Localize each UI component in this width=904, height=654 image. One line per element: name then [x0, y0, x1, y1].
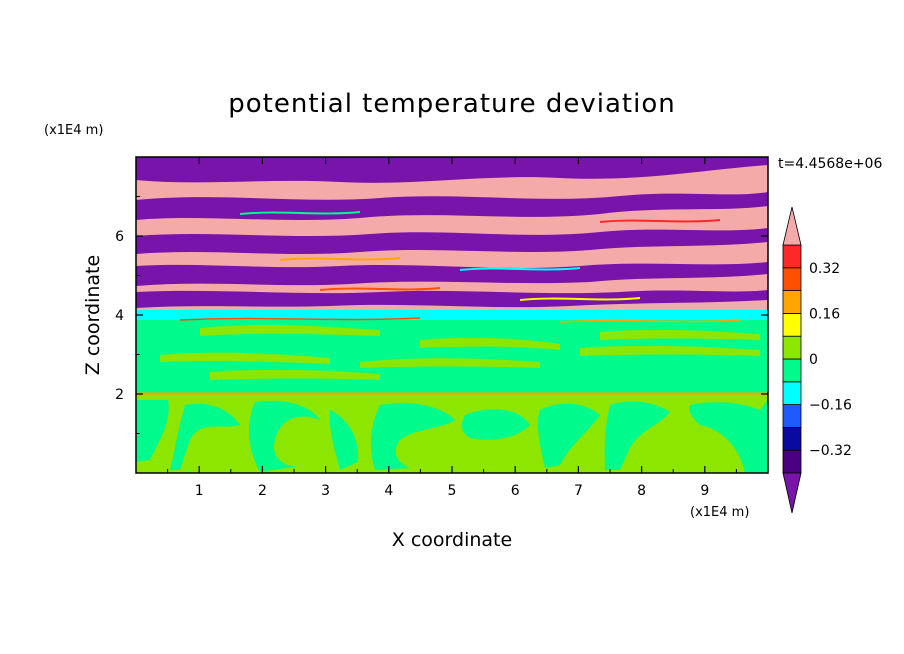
colorbar-segment: [782, 449, 802, 474]
field-lower-layer: [136, 394, 768, 473]
y-tick-label: 6: [115, 229, 124, 245]
y-tick-label: 2: [115, 387, 124, 403]
x-axis-label: X coordinate: [392, 529, 512, 551]
colorbar-segment: [782, 381, 802, 405]
colorbar-tick-label: 0: [809, 352, 818, 368]
x-tick-label: 2: [258, 483, 267, 499]
colorbar-tick-label: −0.16: [809, 398, 852, 414]
y-axis-label: Z coordinate: [82, 255, 104, 375]
colorbar-segment: [782, 244, 802, 269]
colorbar-segment: [782, 335, 802, 360]
x-tick-label: 8: [637, 483, 646, 499]
y-tick-label: 4: [115, 308, 124, 324]
colorbar-tick-label: −0.32: [809, 443, 852, 459]
colorbar-segment: [782, 290, 802, 314]
colorbar-segment: [782, 404, 802, 428]
field-interface-band: [136, 392, 768, 396]
colorbar: 0.32 0.16 0 −0.16 −0.32: [782, 206, 852, 514]
colorbar-under-triangle: [782, 472, 802, 514]
field-middle-streaks: [160, 324, 760, 380]
colorbar-over-triangle: [782, 206, 802, 246]
field-edge-streaks: [179, 211, 741, 323]
y-axis-unit: (x1E4 m): [44, 123, 103, 138]
colorbar-tick-label: 0.16: [809, 306, 840, 322]
field-green-cells: [136, 400, 768, 473]
x-tick-label: 1: [195, 483, 204, 499]
x-tick-label: 5: [448, 483, 457, 499]
x-tick-label: 9: [700, 483, 709, 499]
time-label: t=4.4568e+06: [778, 156, 882, 172]
colorbar-segment: [782, 267, 802, 291]
chart-title: potential temperature deviation: [228, 89, 675, 119]
colorbar-segment: [782, 358, 802, 383]
colorbar-segment: [782, 426, 802, 451]
colorbar-segment: [782, 312, 802, 337]
x-tick-label: 6: [511, 483, 520, 499]
field-cyan-band: [136, 308, 768, 320]
heatmap-field: [136, 157, 768, 473]
x-tick-label: 3: [321, 483, 330, 499]
x-tick-label: 7: [574, 483, 583, 499]
x-axis-unit: (x1E4 m): [690, 505, 749, 520]
y-axis-ticks: 2 4 6: [115, 196, 768, 434]
colorbar-tick-label: 0.32: [809, 261, 840, 277]
x-tick-label: 4: [384, 483, 393, 499]
x-axis-ticks: 1 2 3 4 5 6 7 8 9: [167, 157, 737, 499]
